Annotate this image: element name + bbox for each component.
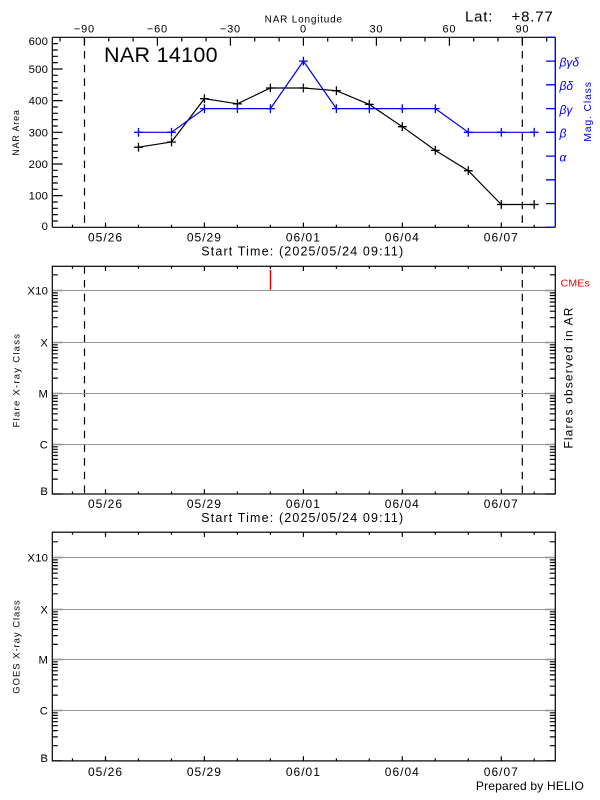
svg-text:05/26: 05/26 (88, 230, 123, 244)
svg-text:B: B (40, 753, 48, 765)
svg-text:M: M (38, 389, 48, 401)
svg-text:βγδ: βγδ (559, 55, 580, 69)
svg-text:0: 0 (42, 221, 48, 233)
svg-text:05/26: 05/26 (88, 497, 123, 511)
svg-text:05/29: 05/29 (187, 230, 222, 244)
svg-text:0: 0 (300, 24, 307, 36)
svg-text:60: 60 (442, 24, 456, 36)
svg-text:β: β (559, 127, 567, 141)
svg-text:30: 30 (369, 24, 383, 36)
svg-text:NAR 14100: NAR 14100 (104, 43, 218, 67)
svg-text:βδ: βδ (559, 79, 574, 93)
svg-text:600: 600 (29, 36, 48, 48)
svg-text:Prepared by HELIO: Prepared by HELIO (476, 779, 584, 793)
svg-text:Mag. Class: Mag. Class (582, 81, 594, 142)
svg-text:06/04: 06/04 (385, 765, 420, 779)
svg-text:Flares observed in AR: Flares observed in AR (562, 306, 576, 448)
svg-text:−60: −60 (147, 24, 168, 36)
svg-text:CMEs: CMEs (561, 277, 590, 289)
svg-text:GOES X-ray Class: GOES X-ray Class (12, 599, 23, 693)
svg-text:C: C (40, 706, 48, 718)
svg-text:500: 500 (29, 64, 48, 76)
svg-text:B: B (40, 486, 48, 498)
svg-text:05/26: 05/26 (88, 765, 123, 779)
svg-text:−90: −90 (74, 24, 95, 36)
svg-text:06/01: 06/01 (286, 765, 321, 779)
svg-text:C: C (40, 440, 48, 452)
svg-text:Flare X-ray Class: Flare X-ray Class (12, 333, 23, 428)
svg-text:06/07: 06/07 (484, 497, 519, 511)
svg-text:+8.77: +8.77 (512, 8, 554, 25)
svg-text:06/07: 06/07 (484, 765, 519, 779)
svg-text:05/29: 05/29 (187, 765, 222, 779)
svg-text:X10: X10 (27, 553, 48, 565)
svg-text:α: α (560, 150, 568, 164)
svg-text:90: 90 (515, 24, 529, 36)
svg-text:−30: −30 (220, 24, 241, 36)
svg-text:M: M (38, 655, 48, 667)
svg-text:06/07: 06/07 (484, 230, 519, 244)
svg-text:300: 300 (29, 127, 48, 139)
svg-text:05/29: 05/29 (187, 497, 222, 511)
svg-text:06/04: 06/04 (385, 230, 420, 244)
svg-text:Lat:: Lat: (465, 8, 493, 25)
svg-text:X: X (40, 605, 48, 617)
svg-text:NAR Area: NAR Area (11, 109, 21, 155)
svg-text:Start Time: (2025/05/24 09:11): Start Time: (2025/05/24 09:11) (201, 245, 404, 259)
svg-text:βγ: βγ (559, 103, 574, 117)
svg-text:400: 400 (29, 96, 48, 108)
svg-text:06/04: 06/04 (385, 497, 420, 511)
svg-text:100: 100 (29, 191, 48, 203)
svg-text:NAR Longitude: NAR Longitude (265, 14, 343, 25)
svg-text:06/01: 06/01 (286, 497, 321, 511)
svg-text:06/01: 06/01 (286, 230, 321, 244)
svg-text:X: X (40, 338, 48, 350)
svg-text:200: 200 (29, 159, 48, 171)
svg-text:Start Time: (2025/05/24 09:11): Start Time: (2025/05/24 09:11) (201, 511, 404, 525)
svg-text:X10: X10 (27, 286, 48, 298)
